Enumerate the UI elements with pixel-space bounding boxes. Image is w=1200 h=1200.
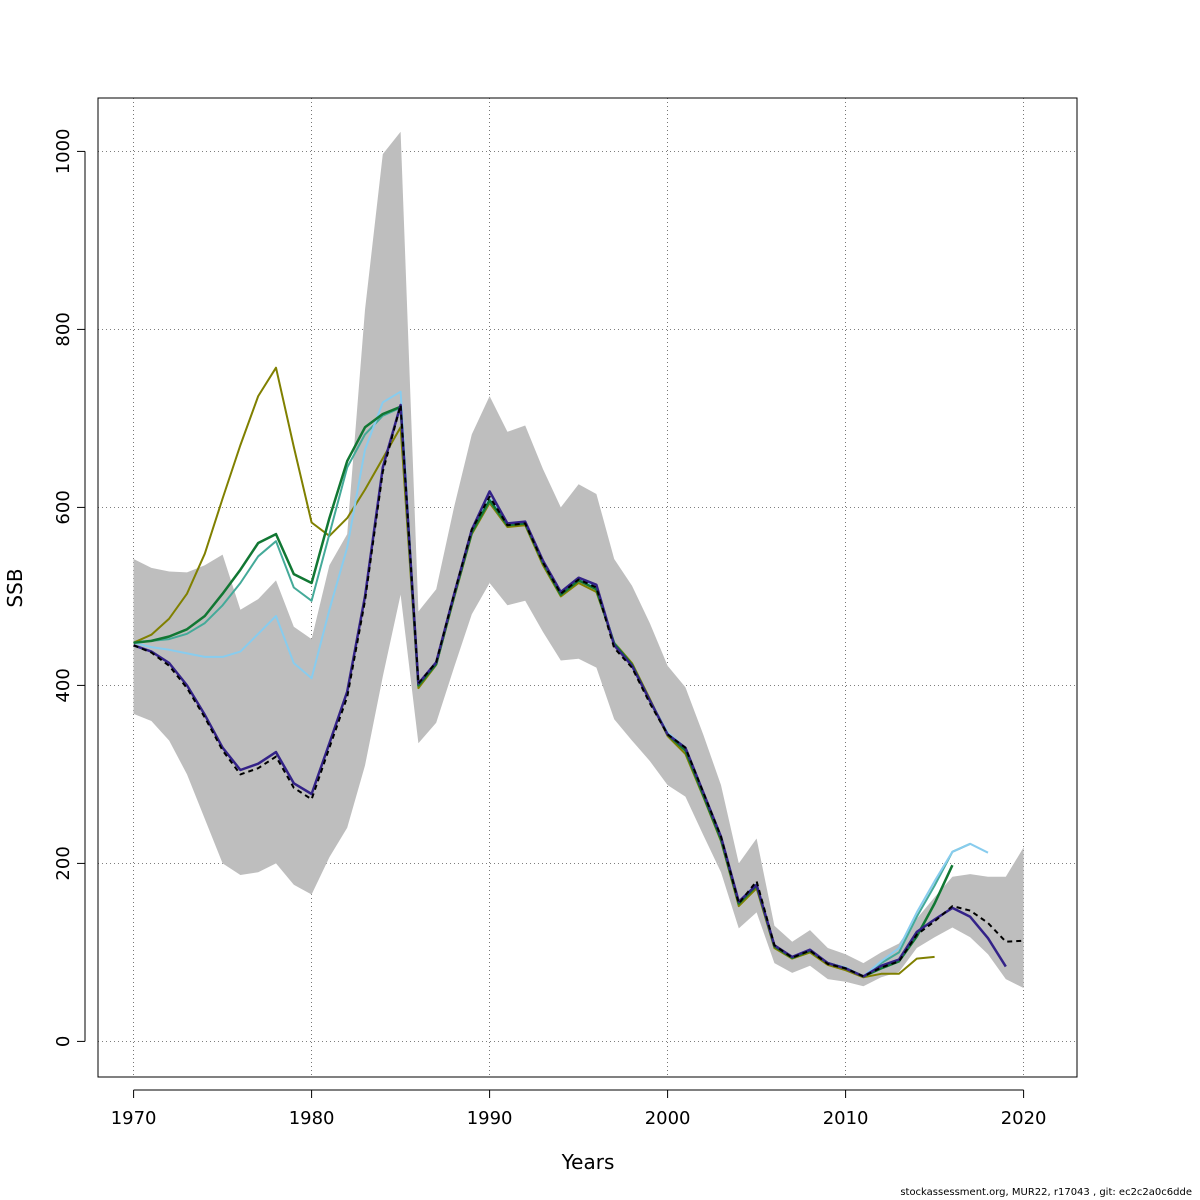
x-axis-title: Years [561,1150,615,1174]
series-lines-layer [133,366,1024,979]
y-tick-label: 1000 [53,128,74,174]
footer-source-text: stockassessment.org, MUR22, r17043 , git… [900,1187,1192,1198]
y-tick-label: 600 [53,490,74,524]
y-axis-title: SSB [3,568,27,607]
x-tick-label: 2000 [645,1108,691,1129]
y-tick-label: 200 [53,846,74,880]
axes: 1970 1980 1990 2000 2010 2020 0 200 400 600 800 100… [53,128,1047,1129]
y-tick-label: 0 [53,1036,74,1047]
x-tick-label: 1980 [289,1108,335,1129]
series-line-6 [133,404,1024,978]
plot-frame [97,97,1078,1078]
x-tick-label: 1990 [467,1108,513,1129]
x-tick-label: 2020 [1001,1108,1047,1129]
y-tick-label: 800 [53,312,74,346]
x-tick-label: 1970 [111,1108,157,1129]
confidence-band-layer [133,131,1024,989]
y-tick-label: 400 [53,668,74,702]
x-tick-label: 2010 [823,1108,869,1129]
confidence-band [133,131,1024,989]
